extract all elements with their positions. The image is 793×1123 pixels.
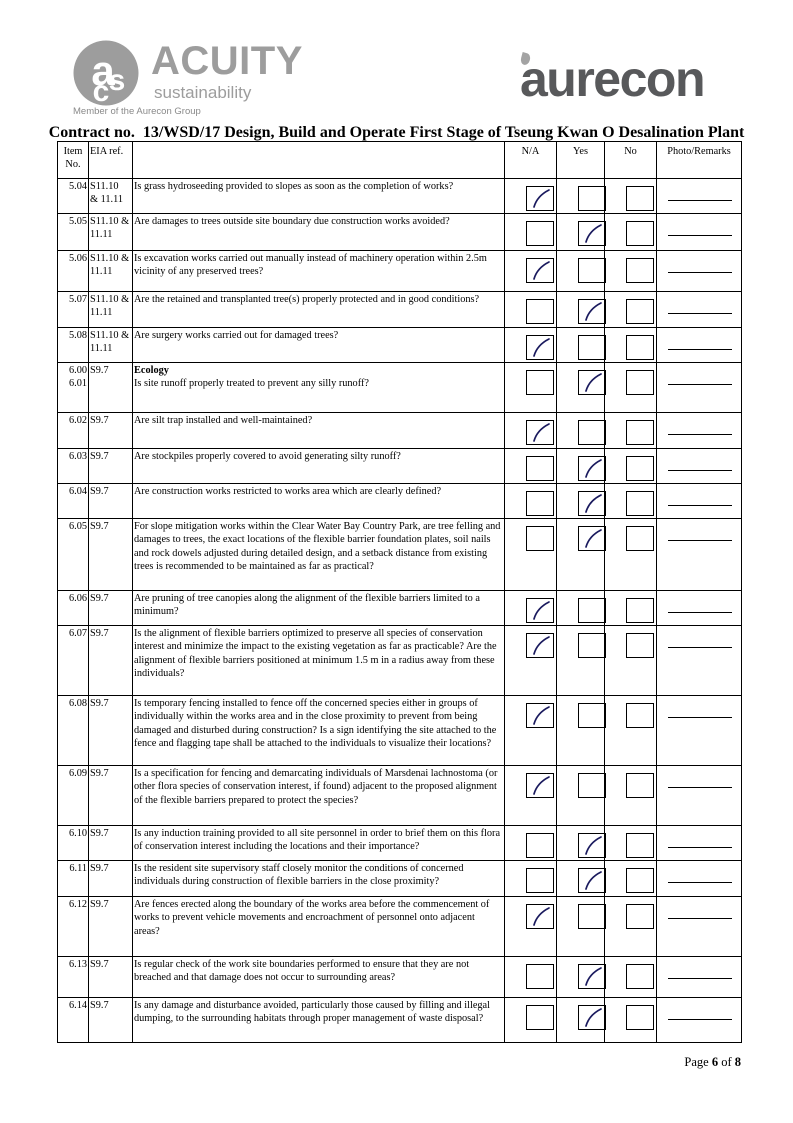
svg-text:s: s: [109, 64, 126, 97]
svg-text:c: c: [93, 75, 110, 106]
